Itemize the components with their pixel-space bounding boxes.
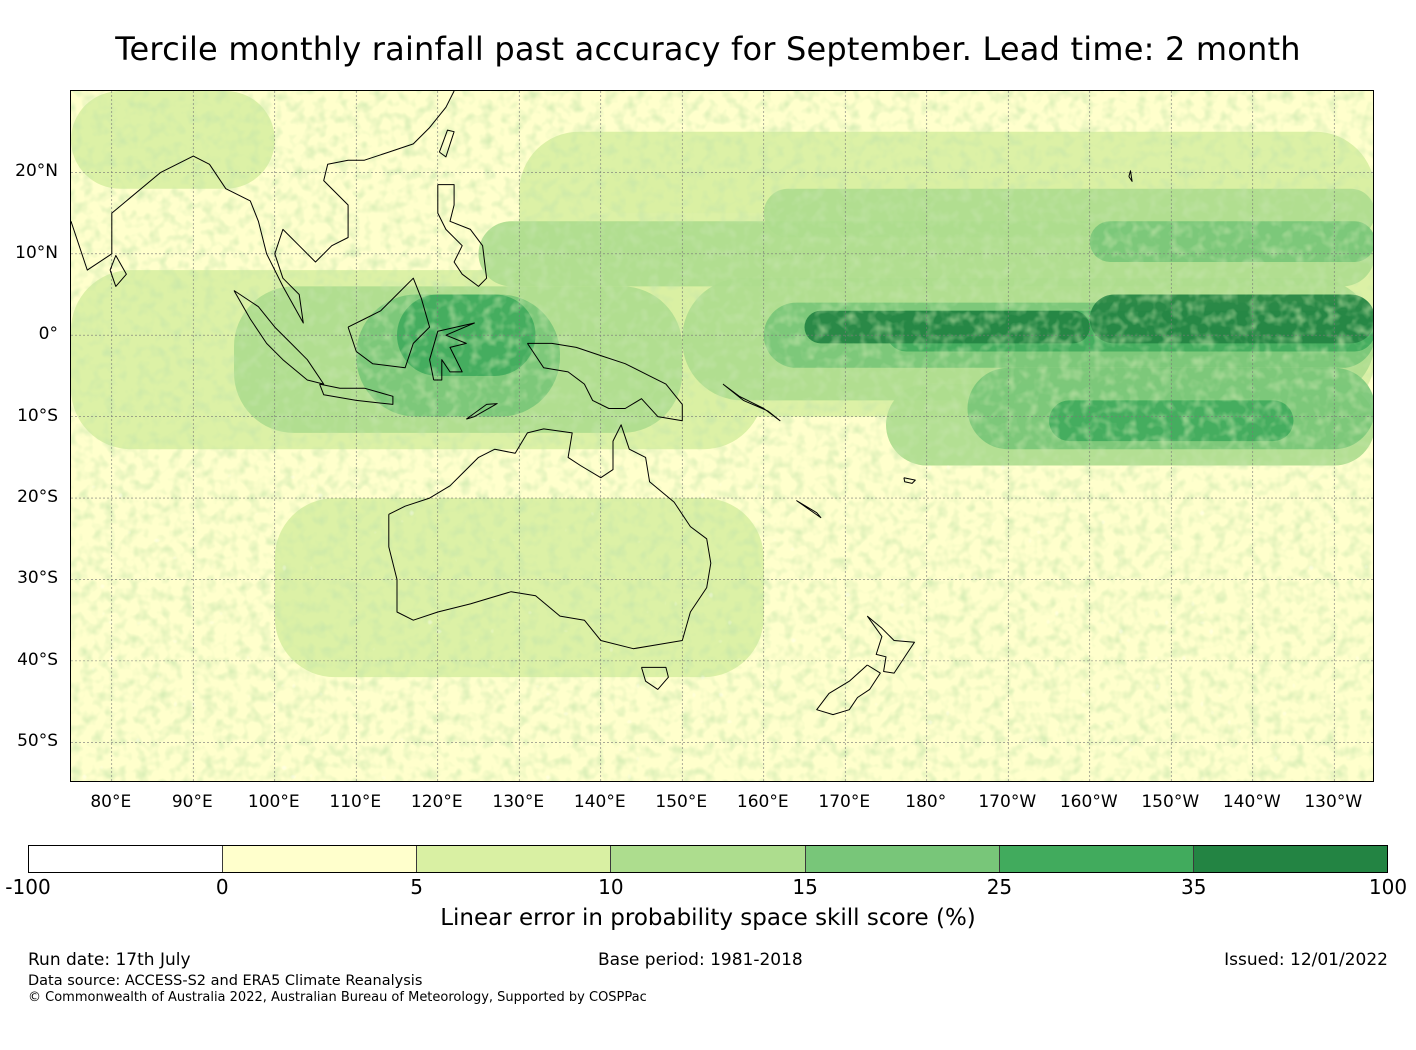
lat-tick-label: 50°S [17, 731, 58, 752]
lat-tick-label: 20°S [17, 487, 58, 508]
fiji-coastline [903, 477, 916, 484]
colorbar-segment [1193, 846, 1387, 872]
new-zealand-south-coastline [816, 664, 881, 716]
colorbar-segment [999, 846, 1194, 872]
skill-score-map [70, 90, 1374, 782]
colorbar-segment [611, 846, 806, 872]
java-coastline [319, 383, 394, 405]
colorbar-tick-label: 10 [598, 875, 624, 899]
lon-tick-label: 170°W [978, 792, 1037, 812]
lat-tick-label: 40°S [17, 649, 58, 670]
lon-tick-label: 130°E [492, 792, 545, 812]
borneo-coastline [347, 277, 431, 369]
hawaii-coastline [1128, 170, 1133, 182]
colorbar-segment [805, 846, 1000, 872]
colorbar-label: Linear error in probability space skill … [440, 905, 976, 931]
issued-date: Issued: 12/01/2022 [1224, 950, 1388, 970]
coastlines [71, 91, 1133, 716]
map-title: Tercile monthly rainfall past accuracy f… [115, 30, 1301, 68]
sulawesi-coastline [429, 322, 475, 381]
timor-coastline [466, 403, 498, 420]
lon-tick-label: 160°W [1059, 792, 1118, 812]
lat-tick-label: 0° [38, 324, 58, 345]
lon-tick-label: 130°W [1304, 792, 1363, 812]
field-low-skill-speckle [71, 465, 1373, 781]
colorbar-tick-label: 100 [1368, 875, 1408, 899]
sumatra-coastline [233, 290, 325, 385]
skill-field [71, 91, 1373, 781]
lat-tick-label: 10°N [15, 242, 58, 263]
lon-tick-label: 140°E [573, 792, 626, 812]
lat-tick-label: 20°N [15, 161, 58, 182]
colorbar [28, 845, 1388, 873]
lon-tick-label: 100°E [247, 792, 300, 812]
lon-tick-label: 180° [905, 792, 947, 812]
lon-tick-label: 90°E [171, 792, 213, 812]
lon-tick-label: 120°E [410, 792, 463, 812]
new-guinea-coastline [526, 342, 683, 422]
colorbar-tick-label: 25 [986, 875, 1013, 899]
colorbar-tick-label: 15 [792, 875, 818, 899]
copyright: © Commonwealth of Australia 2022, Austra… [28, 990, 647, 1005]
map-canvas [71, 91, 1373, 781]
run-date: Run date: 17th July [28, 950, 191, 970]
colorbar-tick-label: 0 [215, 875, 229, 899]
new-zealand-north-coastline [866, 615, 915, 674]
solomon-coastline [722, 383, 781, 422]
gridlines [71, 91, 1373, 781]
data-source: Data source: ACCESS-S2 and ERA5 Climate … [28, 973, 423, 989]
mainland-asia-coastline [71, 91, 455, 324]
colorbar-segment [223, 846, 418, 872]
lon-tick-label: 110°E [329, 792, 382, 812]
colorbar-tick-label: 35 [1180, 875, 1207, 899]
philippines-coastline [437, 184, 488, 287]
lon-tick-label: 80°E [90, 792, 132, 812]
lat-tick-label: 30°S [17, 568, 58, 589]
colorbar-segment [29, 846, 224, 872]
lon-tick-label: 140°W [1222, 792, 1281, 812]
sri-lanka-coastline [109, 255, 127, 287]
colorbar-segment [417, 846, 612, 872]
taiwan-coastline [438, 129, 455, 158]
lon-tick-label: 170°E [818, 792, 871, 812]
lon-tick-label: 150°E [655, 792, 708, 812]
tasmania-coastline [641, 666, 669, 690]
colorbar-tick-label: -100 [5, 875, 51, 899]
base-period: Base period: 1981-2018 [598, 950, 803, 970]
australia-coastline [388, 424, 712, 650]
colorbar-tick-label: 5 [410, 875, 423, 899]
new-caledonia-coastline [796, 500, 822, 519]
lat-tick-label: 10°S [17, 405, 58, 426]
lon-tick-label: 150°W [1141, 792, 1200, 812]
lon-tick-label: 160°E [736, 792, 789, 812]
